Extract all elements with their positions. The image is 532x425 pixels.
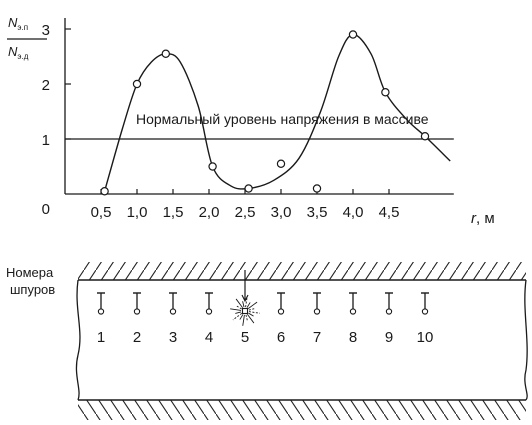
hole-charge	[385, 308, 393, 315]
x-tick-label: 3,0	[271, 204, 292, 221]
x-tick-label: 4,5	[379, 204, 400, 221]
y-tick-label: 3	[42, 22, 50, 39]
burst-ray	[232, 313, 243, 321]
burst-ray	[239, 314, 244, 320]
data-point	[132, 79, 142, 89]
burst-ray	[248, 311, 260, 314]
y-tick-label: 1	[42, 132, 50, 149]
hole-charge	[133, 308, 141, 315]
burst-ray	[248, 308, 255, 311]
hole-charge	[313, 308, 321, 315]
reference-line-label: Нормальный уровень напряжения в массиве	[136, 111, 429, 127]
hole-charge	[421, 308, 429, 315]
hole-number: 6	[277, 329, 285, 346]
y-tick-label: 0	[42, 201, 50, 218]
hole-charge	[349, 308, 357, 315]
hole-number: 9	[385, 329, 393, 346]
data-point	[312, 184, 322, 193]
burst-arrow	[241, 294, 249, 303]
burst-ray	[248, 312, 254, 317]
tunnel-left-edge	[75, 279, 81, 401]
hole-number: 4	[205, 329, 213, 346]
burst-ray	[242, 301, 245, 308]
x-tick-labels: 0,5 1,0 1,5 2,0 2,5 3,0 3,5 4,0 4,5	[91, 204, 400, 221]
x-tick-label: 3,5	[307, 204, 328, 221]
burst-ray	[235, 311, 242, 314]
burst-ray	[242, 314, 245, 326]
side-label-line1: Номера	[6, 265, 54, 280]
holes: 1 2 3 4 5 6 7 8 9 10	[97, 292, 434, 346]
y-tick-labels: 0 1 2 3	[42, 22, 50, 218]
x-tick-label: 0,5	[91, 204, 112, 221]
burst-ray	[235, 298, 243, 309]
hole-charge	[205, 308, 213, 315]
hole-number: 10	[417, 329, 434, 346]
data-point	[100, 187, 109, 196]
borehole-diagram: Номера шпуров 1 2 3 4 5 6 7 8 9 10	[6, 262, 528, 420]
series-points	[100, 30, 430, 196]
data-point	[381, 88, 390, 97]
hole-charge	[277, 308, 285, 315]
x-axis-label: r, м	[471, 210, 495, 227]
burst-ray	[230, 308, 242, 311]
hole-number: 7	[313, 329, 321, 346]
burst-core	[241, 307, 249, 315]
burst-ray	[245, 314, 248, 321]
stress-chart: Nэ.п Nэ.д Нормальный уровень напряжения …	[7, 15, 495, 227]
reference-line-group: Нормальный уровень напряжения в массиве	[65, 111, 454, 140]
x-tick-label: 1,0	[127, 204, 148, 221]
hole-number: 1	[97, 329, 105, 346]
burst-ray	[247, 313, 255, 324]
data-point	[420, 132, 430, 141]
y-axis-label: Nэ.п Nэ.д	[7, 15, 47, 61]
x-tick-label: 2,5	[235, 204, 256, 221]
y-label-denominator: Nэ.д	[8, 44, 29, 61]
x-tick-label: 4,0	[343, 204, 364, 221]
y-tick-label: 2	[42, 77, 50, 94]
tunnel-right-edge	[524, 279, 528, 401]
x-tick-label: 2,0	[199, 204, 220, 221]
side-label-line2: шпуров	[10, 282, 55, 297]
burst-ray	[246, 302, 251, 308]
burst-ray	[247, 301, 258, 309]
hole-number: 2	[133, 329, 141, 346]
hole-number: 3	[169, 329, 177, 346]
data-point	[348, 30, 358, 39]
hole-charge	[97, 308, 105, 315]
data-point	[276, 159, 286, 168]
x-tick-label: 1,5	[163, 204, 184, 221]
burst-ray	[236, 305, 242, 310]
hole-number: 5	[241, 329, 249, 346]
rock-hatch-top	[78, 262, 526, 280]
burst-ray	[245, 296, 248, 308]
hole-charge	[169, 308, 177, 315]
data-point	[244, 184, 253, 193]
y-label-numerator: Nэ.п	[8, 15, 28, 32]
blast-burst-icon	[230, 270, 260, 326]
data-point	[161, 49, 170, 58]
hole-number: 8	[349, 329, 357, 346]
data-point	[208, 162, 217, 171]
rock-hatch-bottom	[78, 400, 526, 420]
